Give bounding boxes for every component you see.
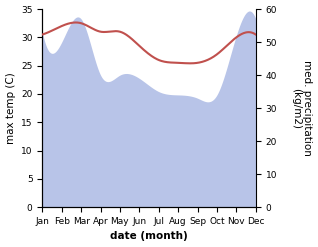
Y-axis label: med. precipitation
(kg/m2): med. precipitation (kg/m2) bbox=[291, 60, 313, 156]
X-axis label: date (month): date (month) bbox=[110, 231, 188, 242]
Y-axis label: max temp (C): max temp (C) bbox=[5, 72, 16, 144]
